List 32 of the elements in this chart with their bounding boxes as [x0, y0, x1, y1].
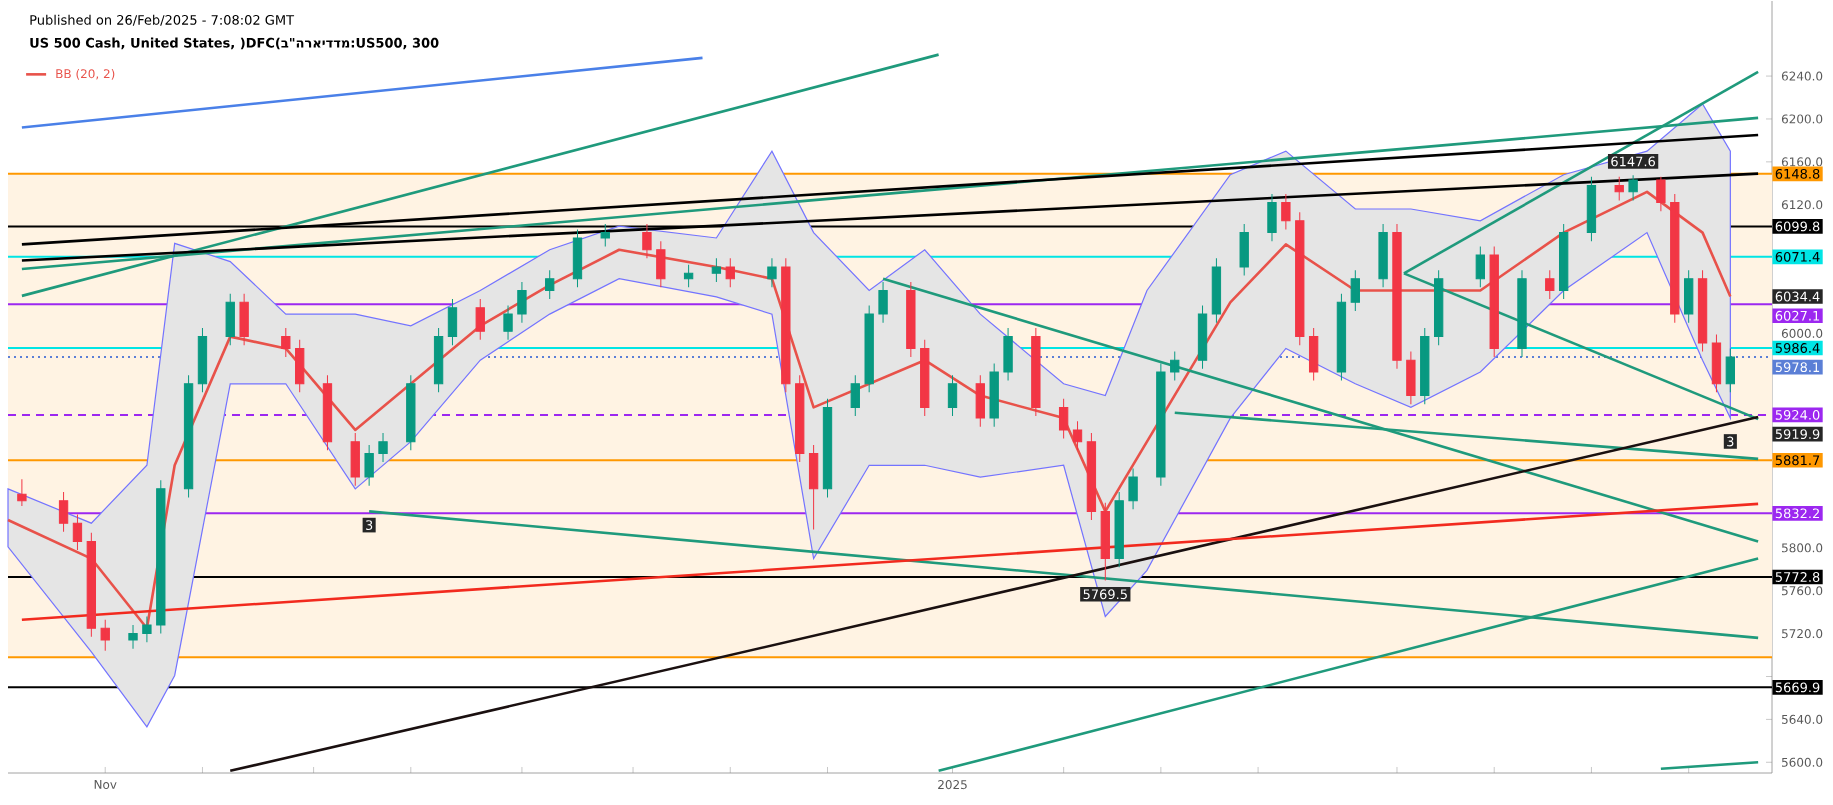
y-tick-label: 5640.0 [1782, 714, 1823, 724]
y-tick-label: 6120.0 [1781, 200, 1823, 210]
x-tick-label: Nov [94, 780, 117, 789]
y-tick-label: 6160.0 [1781, 157, 1823, 167]
ref-line-label: 5772.8 [1775, 572, 1820, 582]
ref-line-label: 5978.1 [1775, 362, 1820, 373]
ref-line-label: 5924.0 [1775, 409, 1820, 420]
text: US 500 Cash, United States, )DFC(ב"הראידדמ:US500, 300 [30, 37, 439, 50]
annotation: 6147.6 [1611, 156, 1656, 167]
ref-line-label: 6027.1 [1775, 310, 1820, 321]
y-tick-label: 6000.0 [1781, 328, 1823, 338]
ref-line-label: 6099.8 [1775, 221, 1820, 232]
ref-line-label: 6071.4 [1775, 251, 1820, 262]
annotation: 5919.9 [1775, 429, 1820, 439]
ref-line-label: 5881.7 [1775, 455, 1820, 466]
ref-line-label: 5669.9 [1775, 682, 1820, 693]
y-tick-label: 5720.0 [1782, 629, 1823, 639]
annotation: 3 [366, 520, 373, 531]
y-tick-label: 6200.0 [1781, 114, 1823, 124]
ref-line-label: 5986.4 [1775, 343, 1820, 353]
ref-line-label: 6148.8 [1775, 168, 1820, 179]
x-tick-label: 2025 [938, 780, 967, 790]
y-tick-label: 5600.0 [1782, 757, 1823, 767]
y-tick-label: 5800.0 [1782, 543, 1823, 553]
annotation: 5769.5 [1083, 589, 1127, 600]
ref-line-label: 5832.2 [1775, 508, 1819, 519]
y-tick-label: 6240.0 [1781, 71, 1823, 81]
y-tick-label: 5760.0 [1782, 586, 1823, 596]
annotation: 6034.4 [1775, 291, 1820, 302]
text: BB (20, 2) [56, 68, 115, 80]
annotation: 3 [1727, 436, 1734, 447]
text: Published on 26/Feb/2025 - 7:08:02 GMT [30, 14, 295, 26]
